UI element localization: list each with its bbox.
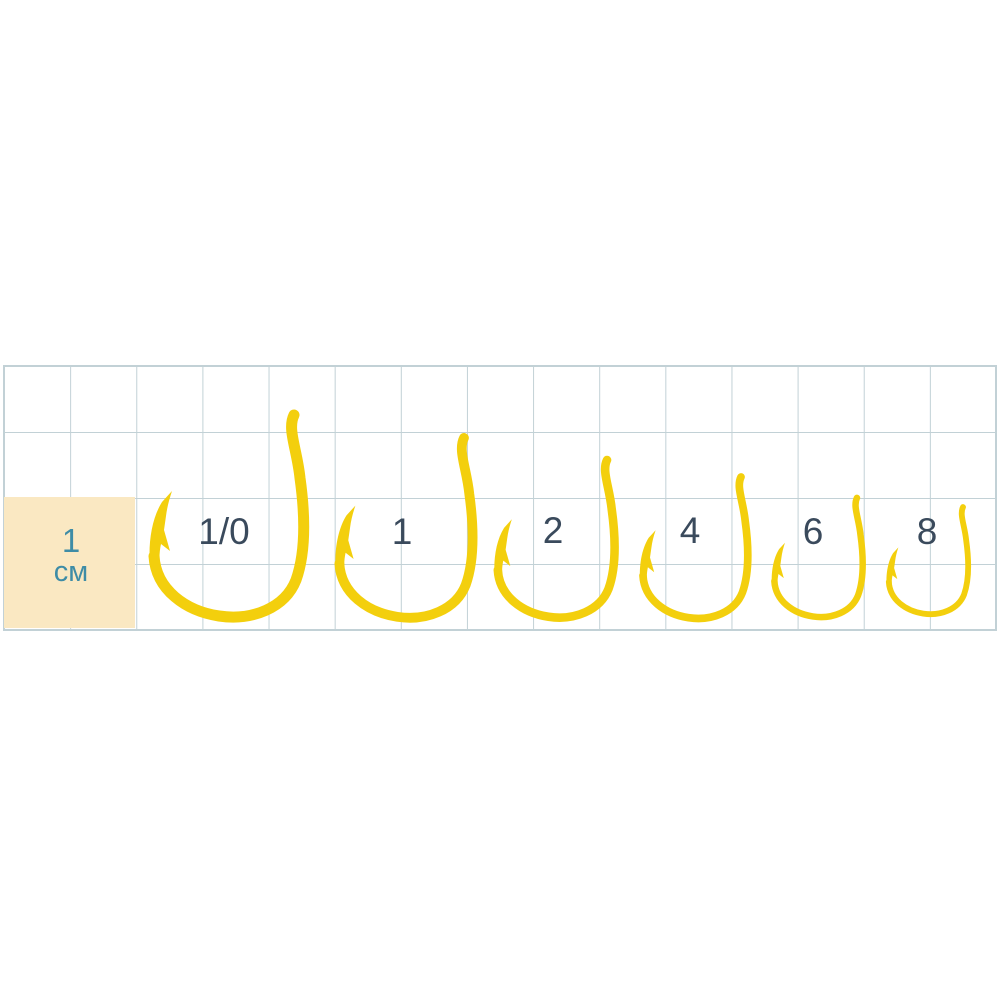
size-label-6: 6 [803,511,824,552]
size-label-1: 1 [392,511,413,552]
size-label-1-0: 1/0 [198,511,249,552]
scale-value-text: 1 [62,522,80,559]
scale-unit-text: см [54,556,88,588]
size-label-2: 2 [543,510,564,551]
size-label-8: 8 [917,511,938,552]
size-label-4: 4 [680,510,701,551]
scale-reference-square [4,497,135,628]
